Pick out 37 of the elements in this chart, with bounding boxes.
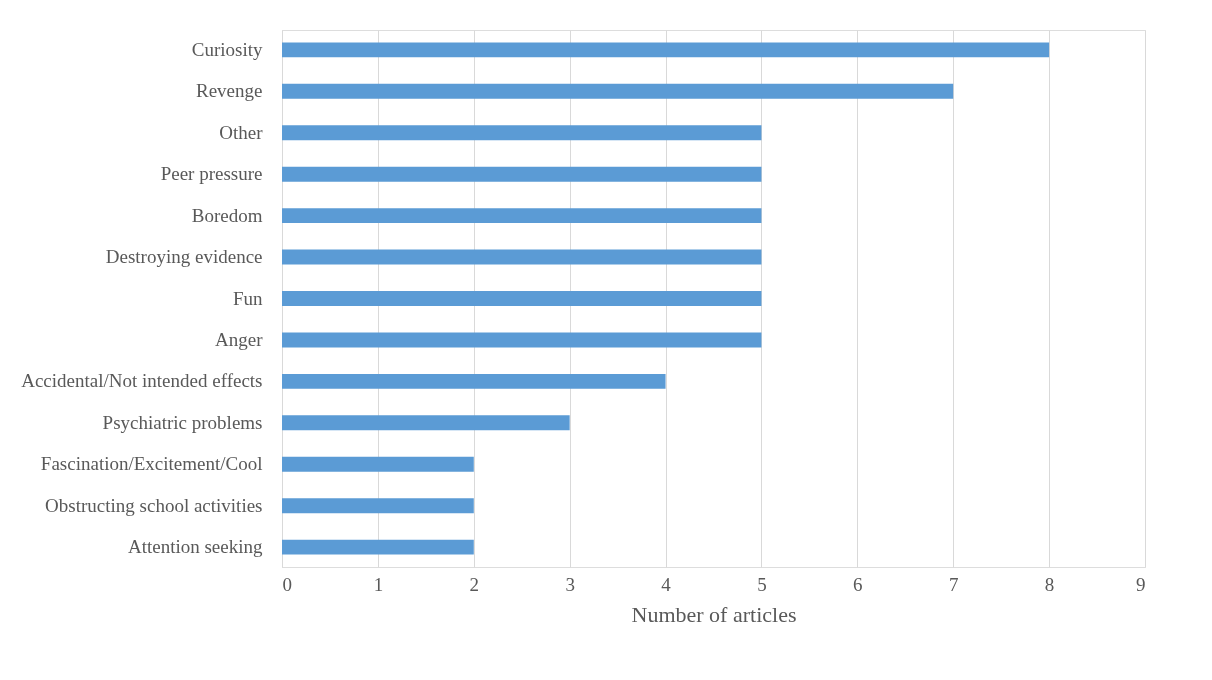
y-tick-label: Boredom xyxy=(191,204,263,226)
bar xyxy=(282,291,762,306)
x-tick-label: 3 xyxy=(565,573,575,595)
y-tick-label: Fun xyxy=(232,287,263,309)
x-tick-label: 2 xyxy=(469,573,480,595)
y-tick-label: Destroying evidence xyxy=(105,246,263,268)
bar xyxy=(282,373,666,389)
bar xyxy=(282,83,954,99)
y-tick-label: Psychiatric problems xyxy=(102,411,263,433)
x-tick-label: 0 xyxy=(282,573,292,595)
y-tick-label: Fascination/Excitement/Cool xyxy=(40,453,263,475)
x-tick-label: 4 xyxy=(661,573,672,595)
bar xyxy=(282,456,474,472)
x-tick-label: 6 xyxy=(853,573,863,595)
bar xyxy=(282,208,762,224)
bar xyxy=(282,415,570,431)
bar xyxy=(282,249,762,265)
bar xyxy=(282,166,762,182)
y-tick-label: Accidental/Not intended effects xyxy=(21,370,263,392)
bar xyxy=(282,498,474,514)
bar xyxy=(282,125,762,141)
bar xyxy=(282,539,474,555)
y-tick-label: Curiosity xyxy=(191,38,263,60)
y-tick-label: Attention seeking xyxy=(127,536,263,558)
x-tick-label: 7 xyxy=(948,573,959,595)
y-tick-label: Peer pressure xyxy=(160,163,263,185)
bar xyxy=(282,332,762,348)
y-tick-label: Revenge xyxy=(196,80,263,102)
x-tick-label: 1 xyxy=(373,573,384,595)
x-tick-label: 5 xyxy=(757,573,767,595)
y-tick-label: Other xyxy=(219,121,264,143)
y-tick-label: Anger xyxy=(215,328,264,350)
x-tick-label: 8 xyxy=(1044,573,1055,595)
y-tick-label: Obstructing school activities xyxy=(45,494,263,516)
x-tick-label: 9 xyxy=(1136,573,1146,595)
bar xyxy=(282,42,1050,58)
x-axis-title: Number of articles xyxy=(631,601,797,627)
